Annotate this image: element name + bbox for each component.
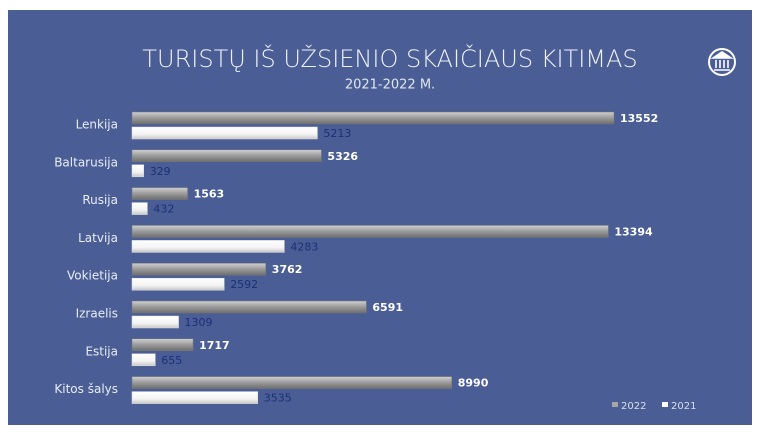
category-label: Lenkija — [76, 118, 118, 132]
bar — [131, 376, 452, 389]
value-label: 6591 — [372, 301, 403, 314]
bar — [131, 262, 267, 276]
category-label: Latvija — [78, 231, 118, 245]
bar — [131, 187, 188, 200]
value-label: 1717 — [199, 339, 230, 352]
legend-label: 2021 — [671, 401, 696, 412]
value-label: 655 — [161, 354, 182, 367]
logo — [708, 48, 736, 76]
bar — [131, 277, 225, 291]
legend-swatch — [612, 402, 618, 407]
bar — [131, 149, 322, 163]
value-label: 1563 — [194, 188, 225, 201]
category-label: Baltarusija — [54, 155, 118, 169]
bar — [131, 300, 367, 314]
bar — [131, 240, 285, 253]
value-label: 3762 — [272, 263, 303, 276]
category-label: Kitos šalys — [54, 382, 118, 396]
legend-label: 2022 — [621, 401, 646, 412]
value-label: 3535 — [264, 392, 292, 405]
value-label: 8990 — [458, 377, 489, 390]
bar — [131, 111, 615, 125]
bar — [131, 391, 258, 404]
value-label: 432 — [153, 203, 174, 216]
category-label: Izraelis — [76, 307, 118, 321]
bar — [131, 353, 156, 367]
bar — [131, 126, 318, 140]
category-label: Vokietija — [67, 269, 118, 283]
value-label: 329 — [150, 165, 171, 178]
bar — [131, 164, 144, 178]
bar — [131, 202, 148, 215]
value-label: 5213 — [323, 127, 351, 140]
chart-subtitle: 2021-2022 M. — [345, 78, 435, 93]
category-label: Estija — [85, 344, 118, 358]
chart-title: TURISTŲ IŠ UŽSIENIO SKAIČIAUS KITIMAS — [142, 43, 637, 73]
value-label: 13552 — [620, 112, 658, 125]
value-label: 2592 — [230, 278, 258, 291]
value-label: 13394 — [614, 225, 653, 238]
legend-swatch — [662, 402, 668, 407]
value-label: 5326 — [327, 150, 358, 163]
category-label: Rusija — [82, 193, 118, 207]
bar — [131, 315, 179, 329]
value-label: 1309 — [185, 316, 213, 329]
bar — [131, 225, 609, 238]
bar — [131, 338, 194, 352]
value-label: 4283 — [290, 240, 318, 253]
